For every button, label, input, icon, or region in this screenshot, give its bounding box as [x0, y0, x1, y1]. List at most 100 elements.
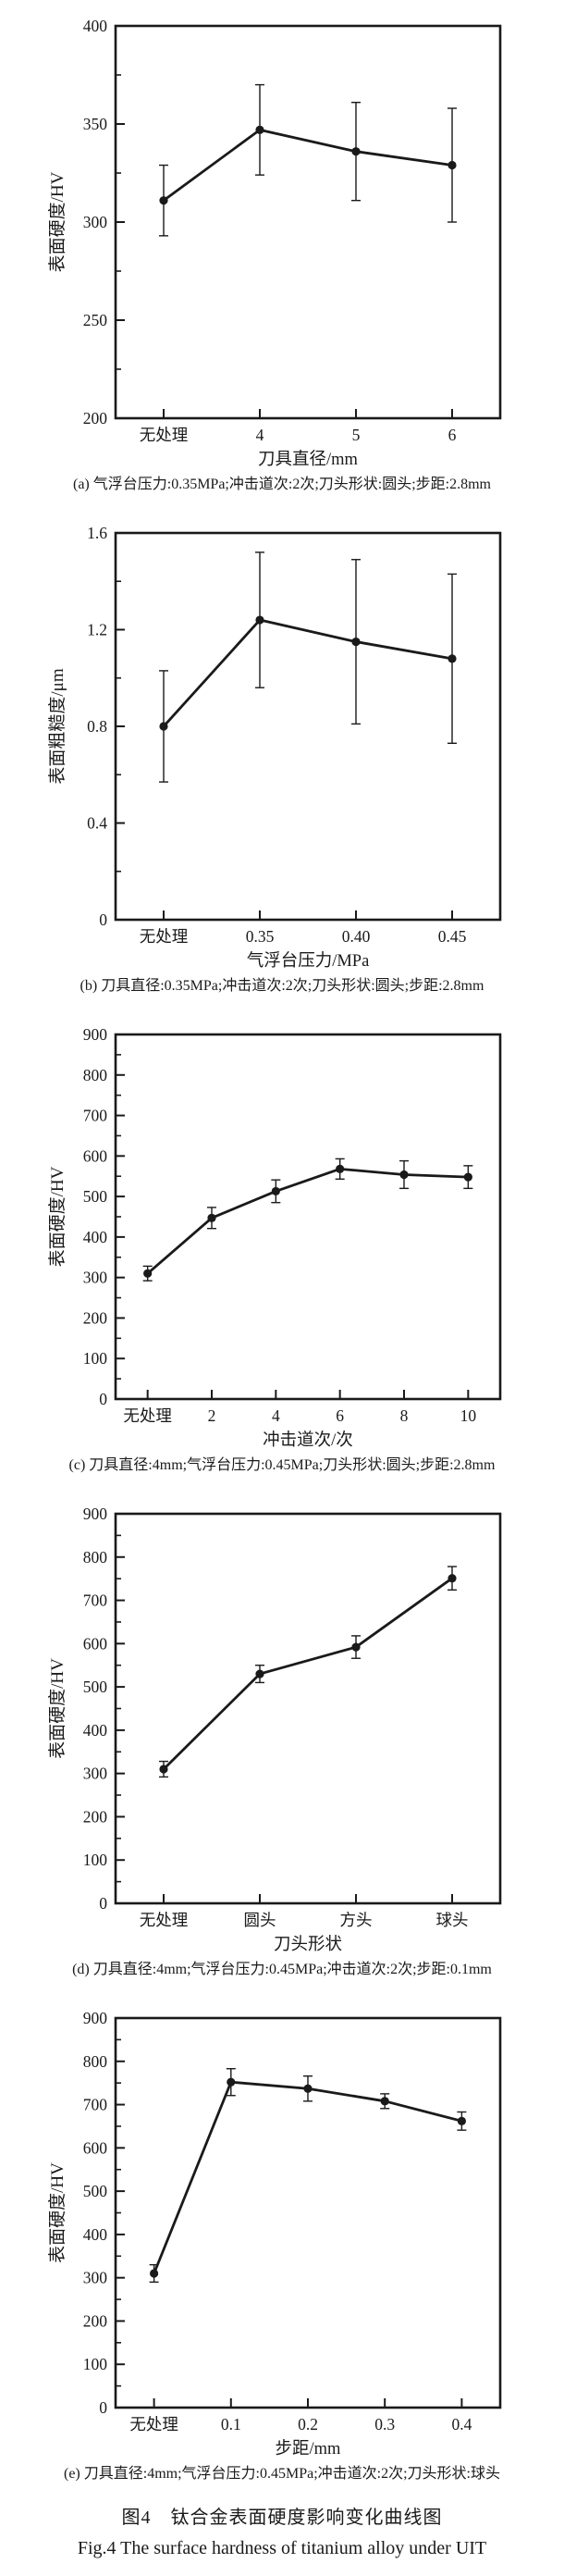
x-tick-label: 无处理: [129, 2415, 178, 2434]
plot-frame: [114, 531, 502, 922]
x-tick-label: 无处理: [140, 426, 189, 444]
data-line: [153, 2080, 462, 2274]
chart-d-canvas: 0 100 200 300 400 500 600 700 800 900 无处理 圆头 方头 球头 表面硬…: [47, 1505, 502, 1954]
y-tick-label: 700: [83, 1107, 108, 1125]
y-tick-label: 0.4: [87, 814, 107, 833]
y-axis-title: 表面硬度/HV: [47, 1658, 67, 1759]
y-axis-title: 表面硬度/HV: [47, 2162, 67, 2263]
x-axis-title: 冲击道次/次: [263, 1430, 353, 1450]
x-tick-label: 0.3: [374, 2415, 395, 2434]
data-line: [163, 128, 453, 202]
data-point: [207, 1213, 216, 1222]
figure-caption-chinese: 图4 钛合金表面硬度影响变化曲线图: [121, 2508, 443, 2528]
y-tick-label: 400: [83, 17, 108, 35]
y-tick-label: 0: [99, 1390, 107, 1408]
y-tick-label: 0.8: [87, 717, 107, 736]
y-tick-label: 300: [83, 1269, 108, 1287]
y-tick-label: 200: [83, 409, 108, 427]
chart-d-caption: (d) 刀具直径:4mm;气浮台压力:0.45MPa;冲击道次:2次;步距:0.…: [72, 1962, 492, 1977]
x-tick-label: 圆头: [244, 1911, 276, 1929]
data-point: [271, 1186, 280, 1196]
y-tick-label: 250: [83, 311, 108, 329]
x-tick-label: 0.4: [451, 2415, 472, 2434]
x-tick-label: 4: [256, 426, 264, 444]
plot-frame: [114, 1033, 502, 1401]
figure-caption-english: Fig.4 The surface hardness of titanium a…: [77, 2538, 487, 2558]
x-tick-label: 0.2: [298, 2415, 318, 2434]
x-axis-title: 刀具直径/mm: [258, 450, 359, 469]
data-point: [159, 196, 168, 205]
x-tick-label: 0.45: [438, 927, 467, 946]
data-point: [380, 2097, 389, 2106]
chart-a-caption: (a) 气浮台压力:0.35MPa;冲击道次:2次;刀头形状:圆头;步距:2.8…: [73, 477, 491, 492]
x-tick-label: 无处理: [140, 1911, 189, 1929]
x-tick-label: 6: [336, 1406, 344, 1425]
y-tick-label: 900: [83, 1025, 108, 1044]
x-tick-label: 2: [208, 1406, 216, 1425]
y-tick-label: 400: [83, 2225, 108, 2244]
chart-c: 0 100 200 300 400 500 600 700 800 900 无处理 2 4 6 8 10 表面硬…: [0, 1014, 564, 1475]
chart-e-caption: (e) 刀具直径:4mm;气浮台压力:0.45MPa;冲击道次:2次;刀头形状:…: [64, 2466, 500, 2482]
data-point: [448, 160, 457, 170]
x-tick-label: 4: [272, 1406, 280, 1425]
x-tick-label: 球头: [436, 1911, 469, 1929]
y-tick-label: 200: [83, 1807, 108, 1826]
y-tick-label: 400: [83, 1721, 108, 1740]
x-axis-title: 步距/mm: [276, 2439, 342, 2458]
chart-e-canvas: 0 100 200 300 400 500 600 700 800 900 无处理 0.1 0.2 0.3…: [47, 2009, 502, 2458]
y-tick-label: 400: [83, 1228, 108, 1246]
y-tick-label: 300: [83, 213, 108, 231]
y-tick-label: 100: [83, 1349, 108, 1368]
plot-frame: [114, 1512, 502, 1905]
y-tick-label: 350: [83, 115, 108, 133]
x-tick-label: 10: [460, 1406, 477, 1425]
data-point: [159, 1765, 168, 1774]
x-tick-label: 5: [352, 426, 361, 444]
chart-d: 0 100 200 300 400 500 600 700 800 900 无处理 圆头 方头 球头 表面硬…: [0, 1493, 564, 1979]
y-tick-label: 600: [83, 1146, 108, 1165]
data-point: [351, 637, 361, 647]
x-tick-label: 无处理: [123, 1406, 172, 1425]
chart-c-canvas: 0 100 200 300 400 500 600 700 800 900 无处理 2 4 6 8 10 表面硬…: [47, 1025, 502, 1450]
data-point: [159, 722, 168, 731]
data-line: [163, 1577, 453, 1770]
data-point: [143, 1269, 153, 1278]
y-tick-label: 300: [83, 1765, 108, 1783]
y-axis-title: 表面硬度/HV: [47, 1166, 67, 1267]
y-tick-label: 0: [99, 1894, 107, 1913]
y-tick-label: 500: [83, 1678, 108, 1696]
y-tick-label: 500: [83, 1187, 108, 1206]
chart-a-canvas: 200 250 300 350 400 无处理 4 5 6 表面硬度/HV 刀具直径/mm: [47, 17, 502, 469]
y-tick-label: 500: [83, 2182, 108, 2200]
chart-b-caption: (b) 刀具直径:0.35MPa;冲击道次:2次;刀头形状:圆头;步距:2.8m…: [80, 978, 484, 994]
data-point: [457, 2116, 466, 2125]
y-tick-label: 0: [99, 910, 107, 929]
y-tick-label: 0: [99, 2398, 107, 2417]
data-point: [336, 1164, 345, 1173]
data-point: [227, 2077, 236, 2087]
y-tick-label: 300: [83, 2269, 108, 2287]
y-tick-label: 800: [83, 1548, 108, 1567]
chart-c-caption: (c) 刀具直径:4mm;气浮台压力:0.45MPa;刀头形状:圆头;步距:2.…: [68, 1457, 496, 1473]
chart-a: 200 250 300 350 400 无处理 4 5 6 表面硬度/HV 刀具直径/mm (a) …: [0, 6, 564, 494]
y-tick-label: 800: [83, 1066, 108, 1084]
x-tick-label: 0.40: [342, 927, 371, 946]
data-point: [351, 1642, 361, 1652]
y-tick-label: 900: [83, 2009, 108, 2027]
data-point: [448, 1574, 457, 1583]
x-tick-label: 无处理: [140, 927, 189, 946]
x-tick-label: 8: [400, 1406, 409, 1425]
y-axis-title: 表面粗糙度/μm: [47, 668, 67, 784]
y-tick-label: 600: [83, 2138, 108, 2157]
data-point: [255, 1669, 264, 1678]
y-tick-label: 1.6: [87, 524, 107, 542]
data-point: [448, 654, 457, 663]
data-point: [463, 1172, 472, 1182]
x-tick-label: 0.1: [221, 2415, 241, 2434]
y-tick-label: 600: [83, 1634, 108, 1653]
data-point: [255, 125, 264, 134]
y-tick-label: 700: [83, 1591, 108, 1610]
y-tick-label: 200: [83, 2311, 108, 2330]
data-point: [150, 2269, 159, 2278]
